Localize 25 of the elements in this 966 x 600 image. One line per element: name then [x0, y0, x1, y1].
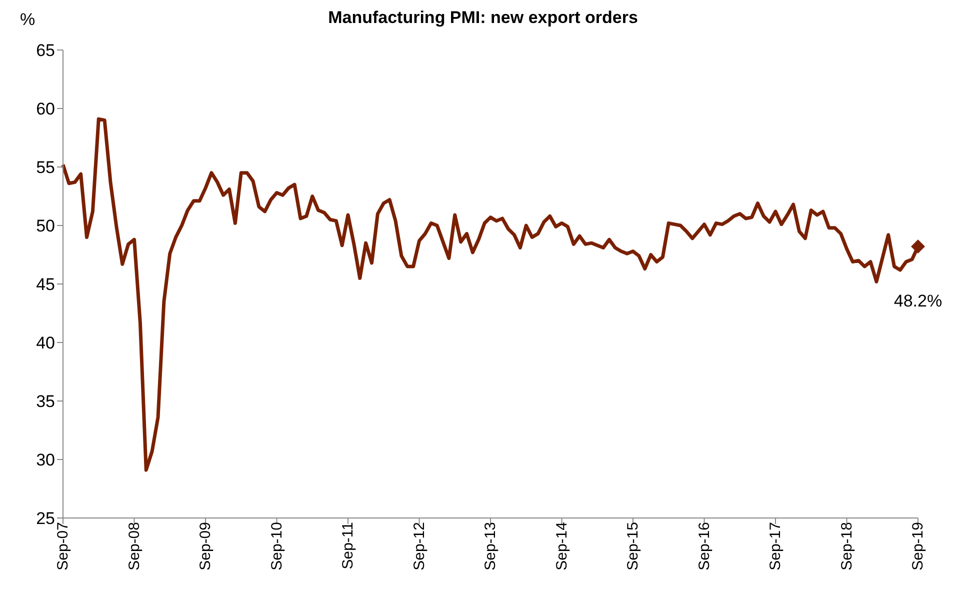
y-tick-label: 25 [36, 509, 55, 528]
y-axis-title: % [20, 10, 36, 30]
x-tick-label: Sep-12 [410, 522, 428, 570]
y-tick-label: 65 [36, 41, 55, 60]
x-tick-label: Sep-15 [624, 522, 642, 570]
chart-title: Manufacturing PMI: new export orders [328, 8, 638, 27]
x-tick-label: Sep-19 [910, 522, 927, 570]
y-tick-label: 30 [36, 450, 55, 470]
x-tick-label: Sep-10 [268, 522, 286, 570]
x-tick-label: Sep-17 [767, 522, 784, 570]
y-tick-label: 45 [36, 275, 55, 294]
x-tick-label: Sep-14 [553, 522, 570, 570]
x-tick-label: Sep-18 [838, 522, 856, 570]
x-tick-label: Sep-13 [482, 522, 500, 570]
x-tick-label: Sep-16 [696, 522, 713, 570]
x-tick-label: Sep-08 [126, 522, 143, 570]
y-tick-label: 50 [36, 216, 55, 236]
y-tick-label: 60 [36, 100, 55, 119]
x-tick-label: Sep-09 [197, 522, 214, 570]
y-tick-label: 35 [36, 392, 55, 412]
x-tick-label: Sep-11 [340, 522, 357, 570]
x-tick-label: Sep-07 [54, 522, 72, 570]
y-tick-label: 55 [36, 158, 55, 178]
y-tick-label: 40 [36, 334, 55, 353]
annotation: 48.2% [894, 292, 942, 311]
